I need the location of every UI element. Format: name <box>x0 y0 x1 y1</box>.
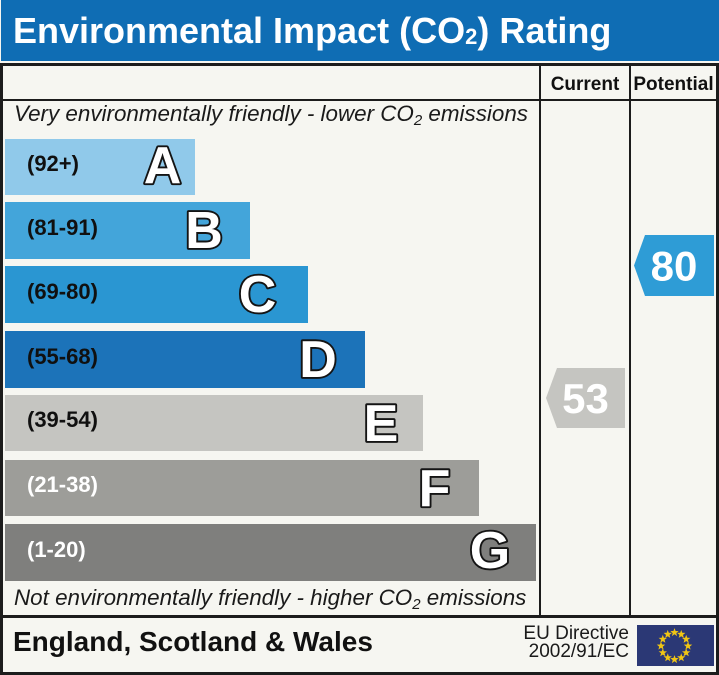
svg-text:G: G <box>470 522 510 580</box>
svg-text:53: 53 <box>562 375 609 422</box>
svg-text:80: 80 <box>651 243 698 290</box>
svg-text:A: A <box>144 137 182 195</box>
svg-text:D: D <box>299 331 337 389</box>
svg-text:B: B <box>185 202 223 260</box>
svg-text:C: C <box>239 266 277 324</box>
svg-text:F: F <box>419 460 451 518</box>
svg-text:E: E <box>364 395 399 453</box>
